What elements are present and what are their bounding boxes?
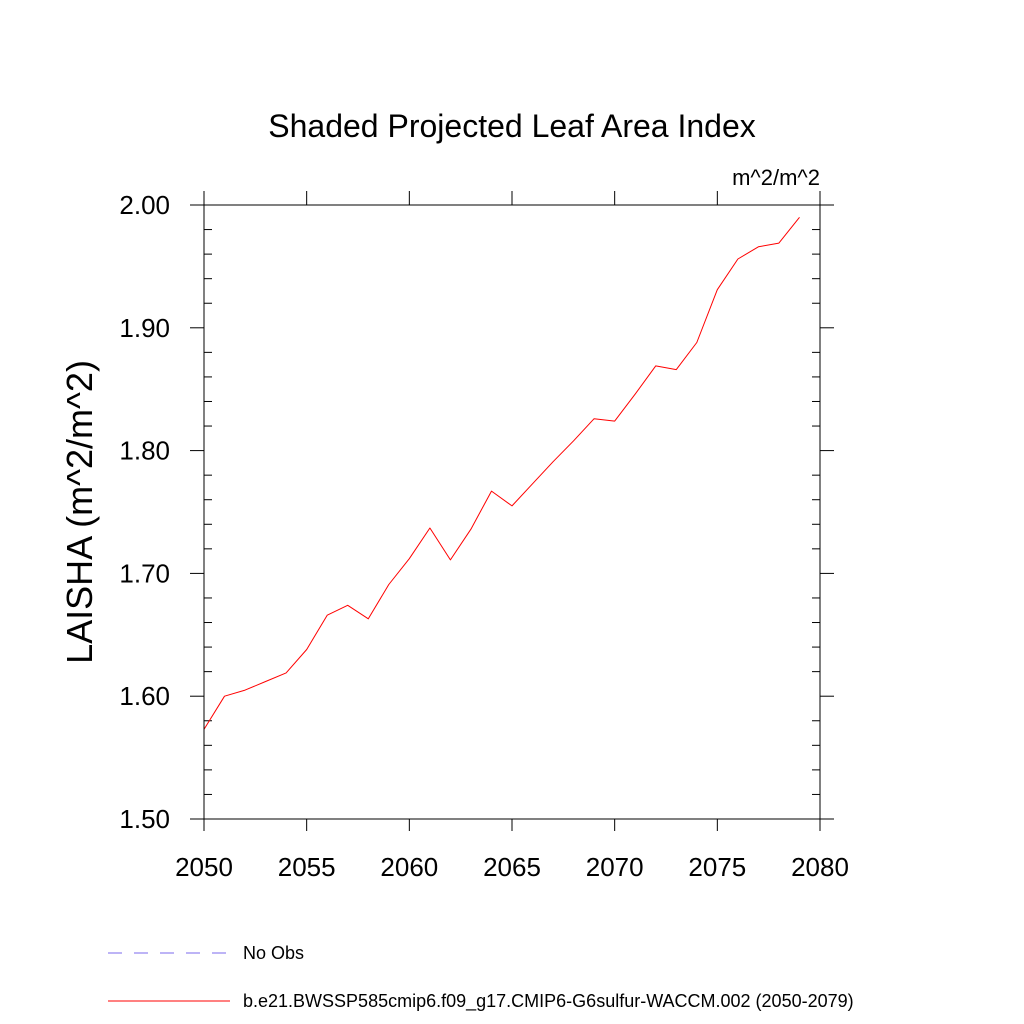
x-tick-label: 2065	[483, 852, 541, 882]
series-line-0	[203, 216, 800, 730]
x-tick-label: 2060	[380, 852, 438, 882]
axis-tick-labels: 2050 2055 2060 2065 2070 2075 2080 1.50 1.60 1.70…	[119, 190, 849, 882]
y-tick-label: 1.70	[119, 558, 170, 588]
axis-ticks	[190, 191, 834, 831]
units-label: m^2/m^2	[732, 165, 820, 190]
legend-label-waccm: b.e21.BWSSP585cmip6.f09_g17.CMIP6-G6sulf…	[243, 991, 854, 1012]
x-tick-label: 2050	[175, 852, 233, 882]
plot-lines	[203, 216, 800, 730]
x-tick-label: 2075	[688, 852, 746, 882]
y-tick-label: 2.00	[119, 190, 170, 220]
chart-title: Shaded Projected Leaf Area Index	[268, 108, 755, 144]
x-tick-label: 2055	[278, 852, 336, 882]
y-tick-label: 1.60	[119, 681, 170, 711]
x-tick-label: 2070	[586, 852, 644, 882]
plot-frame	[203, 204, 821, 820]
x-tick-label: 2080	[791, 852, 849, 882]
y-tick-label: 1.90	[119, 313, 170, 343]
legend: No Obs b.e21.BWSSP585cmip6.f09_g17.CMIP6…	[108, 943, 854, 1012]
y-axis-label: LAISHA (m^2/m^2)	[59, 360, 100, 664]
y-tick-label: 1.50	[119, 804, 170, 834]
y-tick-label: 1.80	[119, 436, 170, 466]
legend-label-no-obs: No Obs	[243, 943, 304, 963]
